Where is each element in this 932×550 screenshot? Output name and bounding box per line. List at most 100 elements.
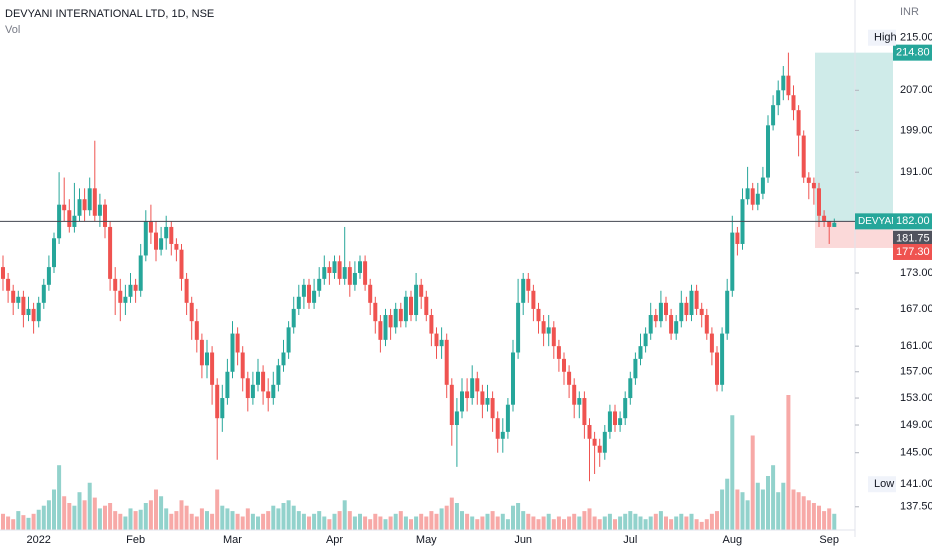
candle-body (485, 398, 490, 405)
candle-body (658, 302, 663, 322)
volume-bar (352, 516, 357, 530)
candle-body (817, 188, 821, 216)
candle-body (398, 308, 403, 322)
volume-bar (521, 511, 526, 530)
candle-body (41, 284, 46, 303)
volume-bar (1, 513, 5, 530)
x-tick-label: Feb (126, 534, 145, 546)
volume-bar (199, 508, 204, 530)
volume-bar (776, 492, 781, 530)
high-marker: High (874, 32, 897, 44)
volume-bar (143, 503, 148, 530)
candle-body (669, 315, 674, 334)
candle-body (633, 358, 638, 379)
volume-bar (276, 508, 281, 530)
candle-body (414, 284, 419, 316)
candle-body (337, 261, 342, 279)
volume-bar (41, 505, 46, 530)
candle-body (454, 411, 459, 426)
candle-body (582, 398, 587, 426)
hline-name-badge (855, 213, 893, 230)
candle-body (465, 391, 470, 399)
volume-bar (179, 500, 184, 530)
candle-body (6, 278, 11, 291)
volume-bar (613, 519, 617, 530)
volume-bar (189, 513, 194, 530)
candle-body (607, 411, 612, 432)
volume-bar (108, 503, 113, 530)
candle-body (317, 278, 322, 291)
candle-body (378, 321, 383, 340)
candle-body (434, 333, 439, 347)
candle-body (720, 333, 725, 385)
volume-bar (633, 513, 638, 530)
candle-body (332, 261, 337, 273)
candle-body (368, 284, 373, 303)
candle-body (240, 352, 245, 379)
volume-bar (444, 505, 449, 530)
volume-bar (266, 511, 271, 530)
target-badge-label: 214.80 (896, 47, 930, 59)
candle-body (628, 378, 633, 399)
y-tick-label: 161.00 (900, 340, 932, 352)
candle-body (261, 371, 266, 392)
volume-bar (378, 516, 383, 530)
candle-body (266, 391, 271, 399)
volume-bar (587, 508, 592, 530)
volume-bar (582, 511, 587, 530)
candle-body (592, 438, 597, 446)
candle-body (546, 327, 551, 334)
candle-body (618, 418, 623, 426)
plot-area (1, 52, 893, 530)
volume-bar (551, 519, 556, 530)
candle-body (771, 105, 776, 126)
volume-bar (57, 465, 62, 530)
volume-bar (225, 508, 230, 530)
volume-bar (77, 492, 82, 530)
candle-body (133, 284, 138, 291)
candle-body (87, 188, 92, 211)
hline-badge (893, 213, 932, 230)
volume-bar (123, 516, 128, 530)
candle-body (495, 418, 500, 439)
candle-body (551, 327, 556, 347)
candle-body (189, 302, 194, 322)
volume-bar (526, 513, 531, 530)
candle-body (250, 384, 255, 399)
volume-bar (664, 516, 668, 530)
volume-bar (342, 500, 347, 530)
volume-bar (296, 511, 301, 530)
volume-bar (725, 478, 730, 530)
candle-body (786, 75, 791, 96)
x-tick-label: Mar (223, 534, 242, 546)
candle-body (235, 333, 240, 353)
hline-badge-label: 182.00 (896, 215, 930, 227)
volume-bar (643, 519, 648, 530)
volume-bar (419, 513, 424, 530)
volume-bar (454, 503, 459, 530)
candle-body (21, 296, 26, 316)
candle-body (766, 125, 770, 178)
volume-bar (337, 511, 342, 530)
candle-body (373, 302, 378, 322)
volume-bar (485, 513, 490, 530)
volume-bar (567, 516, 572, 530)
volume-bar (281, 503, 286, 530)
candle-body (801, 135, 806, 178)
position-target-zone (815, 52, 893, 222)
candle-body (159, 238, 164, 250)
candle-body (470, 378, 475, 399)
y-tick-label: 207.00 (900, 84, 932, 96)
candle-body (704, 315, 709, 334)
volume-bar (648, 516, 653, 530)
y-tick-label: 191.00 (900, 166, 932, 178)
volume-bar (755, 482, 760, 530)
y-tick-label: 157.00 (900, 366, 932, 378)
y-tick-label: 199.00 (900, 124, 932, 136)
candle-body (143, 221, 148, 256)
volume-bar (72, 505, 77, 530)
volume-bar (424, 516, 429, 530)
y-tick-label: 145.00 (900, 447, 932, 459)
candle-body (806, 177, 811, 183)
